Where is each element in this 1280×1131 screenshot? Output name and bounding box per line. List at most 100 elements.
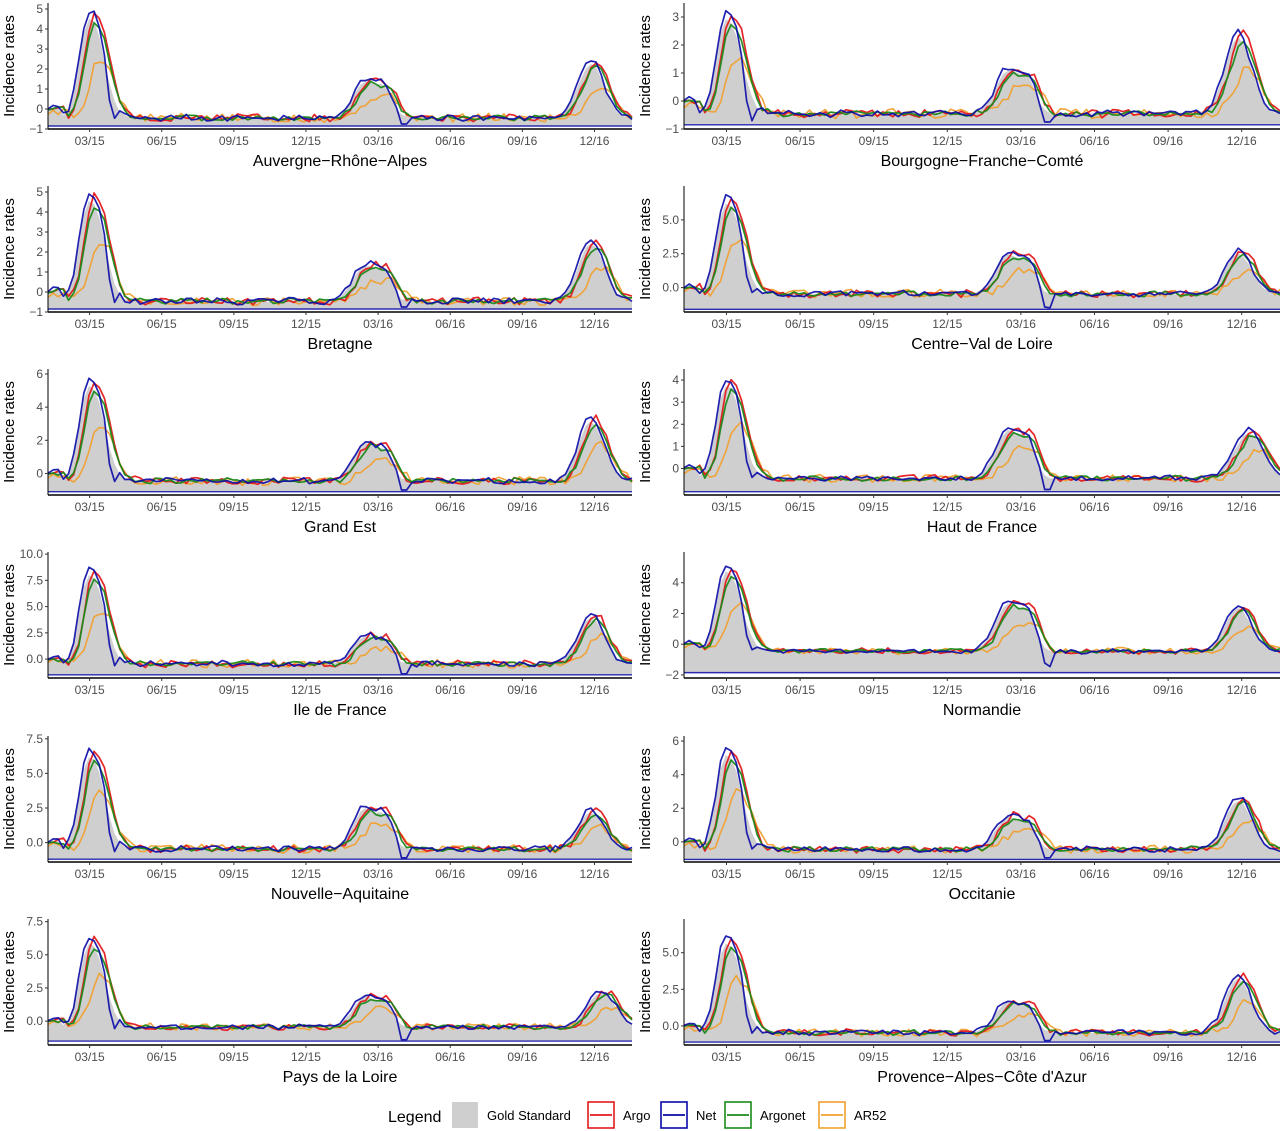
x-tick-label: 06/15: [147, 683, 177, 697]
legend-key: [452, 1102, 478, 1128]
y-tick-label: 0: [672, 835, 679, 849]
x-tick-label: 12/15: [932, 1050, 962, 1064]
x-tick-label: 09/15: [859, 867, 889, 881]
x-tick-label: 06/15: [785, 134, 815, 148]
series-line-argo: [47, 750, 633, 854]
series-line-net: [683, 380, 1280, 491]
y-tick-label: 4: [672, 768, 679, 782]
series-line-net: [683, 935, 1280, 1042]
y-tick-label: 6: [36, 367, 43, 381]
series-line-net: [47, 377, 633, 491]
series-area-gold-standard: [48, 943, 632, 1041]
legend-label: AR52: [854, 1108, 887, 1123]
y-tick-label: 3: [36, 225, 43, 239]
y-tick-label: 0: [36, 285, 43, 299]
series-line-net: [47, 937, 633, 1041]
series-line-argonet: [683, 388, 1280, 482]
y-tick-label: 4: [672, 576, 679, 590]
x-tick-label: 12/15: [932, 867, 962, 881]
x-tick-label: 09/16: [507, 500, 537, 514]
y-tick-label: 2.5: [662, 247, 679, 261]
x-tick-label: 06/16: [1079, 500, 1109, 514]
x-tick-label: 03/16: [363, 683, 393, 697]
x-tick-label: 12/15: [932, 683, 962, 697]
panel: 0.0 2.5 5.0 7.5 03/15 06/15 09/15 12/15 03/16 06/…: [1, 732, 633, 903]
x-tick-label: 09/15: [219, 1050, 249, 1064]
y-tick-label: 2: [36, 62, 43, 76]
y-tick-label: 2: [672, 38, 679, 52]
series-area-gold-standard: [48, 19, 632, 126]
x-tick-label: 06/15: [147, 867, 177, 881]
x-tick-label: 03/15: [711, 867, 741, 881]
x-tick-label: 09/16: [507, 317, 537, 331]
x-tick-label: 12/16: [1227, 1050, 1257, 1064]
x-tick-label: 09/15: [859, 1050, 889, 1064]
panel: −2 0 2 4 03/15 06/15 09/15 12/15 03/16 06/16 09/16…: [637, 552, 1280, 719]
panel-title: Haut de France: [927, 519, 1037, 536]
y-axis-title: Incidence rates: [637, 198, 654, 300]
y-tick-label: 2: [672, 801, 679, 815]
series-area-gold-standard: [684, 943, 1280, 1043]
y-tick-label: 7.5: [26, 573, 43, 587]
x-tick-label: 03/16: [363, 1050, 393, 1064]
y-tick-label: 4: [672, 373, 679, 387]
x-tick-label: 06/15: [785, 317, 815, 331]
x-tick-label: 12/16: [1227, 500, 1257, 514]
x-tick-label: 03/15: [711, 1050, 741, 1064]
x-tick-label: 09/16: [1153, 134, 1183, 148]
y-axis-title: Incidence rates: [1, 564, 18, 666]
x-tick-label: 06/15: [785, 1050, 815, 1064]
x-tick-label: 12/15: [291, 683, 321, 697]
x-tick-label: 09/16: [1153, 1050, 1183, 1064]
panel-title: Occitanie: [949, 886, 1016, 903]
x-tick-label: 03/15: [75, 134, 105, 148]
x-tick-label: 09/16: [1153, 317, 1183, 331]
x-tick-label: 06/15: [785, 683, 815, 697]
y-tick-label: 2: [672, 417, 679, 431]
y-tick-label: 2: [36, 433, 43, 447]
y-tick-label: 4: [36, 400, 43, 414]
y-tick-label: 5: [36, 185, 43, 199]
panel-title: Grand Est: [304, 519, 377, 536]
series-line-ar52: [683, 788, 1280, 854]
x-tick-label: 09/15: [859, 683, 889, 697]
series-line-argonet: [47, 759, 633, 853]
x-tick-label: 03/16: [363, 134, 393, 148]
y-tick-label: 0.0: [26, 1014, 43, 1028]
x-tick-label: 03/15: [75, 317, 105, 331]
panel: 0 2 4 6 03/15 06/15 09/15 12/15 03/16 06/16 09/16 1…: [1, 367, 633, 536]
y-tick-label: −1: [29, 305, 43, 319]
series-line-argonet: [683, 575, 1280, 655]
panel: 0.0 2.5 5.0 03/15 06/15 09/15 12/15 03/16 06/16 0…: [637, 919, 1280, 1086]
panel-title: Normandie: [943, 702, 1021, 719]
series-line-argonet: [683, 946, 1280, 1037]
series-area-gold-standard: [48, 385, 632, 492]
x-tick-label: 03/16: [1006, 500, 1036, 514]
x-tick-label: 12/16: [579, 134, 609, 148]
series-line-net: [47, 10, 633, 125]
series-line-net: [47, 566, 633, 675]
y-axis-title: Incidence rates: [637, 381, 654, 483]
x-tick-label: 12/15: [291, 1050, 321, 1064]
x-tick-label: 12/15: [291, 317, 321, 331]
x-tick-label: 03/16: [1006, 1050, 1036, 1064]
x-tick-label: 09/16: [507, 1050, 537, 1064]
x-tick-label: 03/15: [75, 1050, 105, 1064]
y-tick-label: 0.0: [662, 1019, 679, 1033]
x-tick-label: 09/15: [859, 134, 889, 148]
y-tick-label: 0: [672, 461, 679, 475]
series-line-net: [683, 193, 1280, 309]
y-tick-label: −2: [665, 668, 679, 682]
y-tick-label: 5.0: [26, 766, 43, 780]
series-line-argo: [683, 750, 1280, 854]
panel: 0.0 2.5 5.0 7.5 10.0 03/15 06/15 09/15 12/15 03/1…: [1, 547, 633, 719]
y-tick-label: 10.0: [20, 547, 44, 561]
x-tick-label: 12/16: [579, 317, 609, 331]
panel-title: Bretagne: [308, 336, 373, 353]
x-tick-label: 03/16: [363, 867, 393, 881]
x-tick-label: 12/16: [579, 867, 609, 881]
x-tick-label: 03/16: [363, 317, 393, 331]
x-tick-label: 09/16: [1153, 500, 1183, 514]
y-axis-title: Incidence rates: [1, 15, 18, 117]
series-line-argo: [683, 569, 1280, 655]
